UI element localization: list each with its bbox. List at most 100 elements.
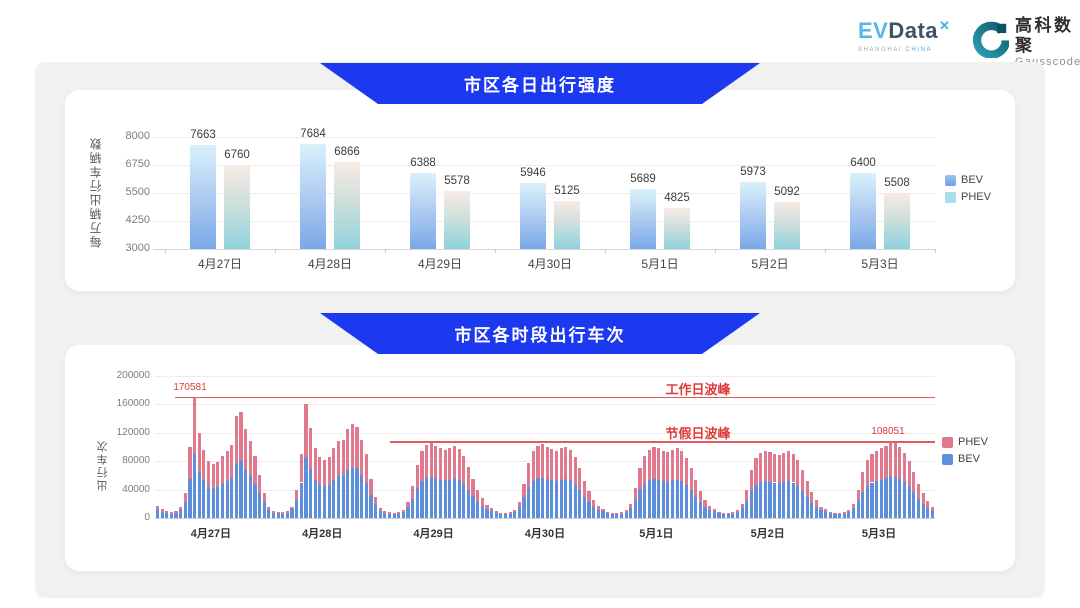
grid-line [155, 432, 935, 434]
phev-segment [916, 483, 921, 499]
phev-segment [777, 454, 781, 484]
bev-segment [364, 483, 368, 518]
phev-segment [624, 510, 628, 513]
bev-segment [336, 476, 341, 518]
phev-segment [211, 464, 215, 489]
phev-segment [341, 439, 345, 476]
phev-segment [865, 459, 869, 487]
phev-segment [197, 432, 201, 472]
bev-segment [768, 481, 772, 518]
phev-segment [262, 493, 266, 503]
grid-line [153, 137, 935, 138]
y-tick-label: 120000 [116, 426, 150, 438]
phev-segment [889, 441, 893, 477]
gausscode-text: 高科数聚 Gausscode [1015, 16, 1080, 68]
bev-segment [480, 505, 484, 518]
bev-segment [285, 513, 289, 518]
bev-segment [652, 478, 656, 518]
bev-segment [759, 481, 763, 518]
legend-item-phev[interactable]: PHEV [942, 436, 988, 448]
phev-value-label: 6760 [224, 148, 250, 161]
phev-segment [373, 496, 378, 504]
bev-segment [322, 486, 327, 518]
bev-segment [615, 514, 619, 518]
bev-segment [517, 507, 521, 518]
bev-segment [684, 484, 689, 518]
phev-segment [304, 403, 308, 457]
phev-segment [318, 456, 322, 485]
phev-value-label: 5578 [444, 175, 470, 188]
legend-item-phev[interactable]: PHEV [945, 191, 991, 203]
bev-segment [819, 510, 823, 518]
phev-segment [740, 503, 744, 509]
legend-item-bev[interactable]: BEV [942, 453, 988, 465]
phev-segment [652, 447, 656, 479]
bev-segment [457, 480, 461, 518]
bev-segment [503, 514, 508, 518]
phev-segment [884, 445, 888, 479]
phev-segment [837, 513, 842, 515]
phev-segment [457, 449, 461, 481]
phev-segment [434, 445, 438, 479]
phev-segment [471, 478, 475, 496]
date-label: 4月30日 [524, 528, 566, 540]
bev-segment [299, 482, 303, 518]
phev-segment [179, 507, 183, 511]
phev-segment [824, 508, 828, 512]
phev-segment [870, 454, 874, 483]
bev-segment [392, 514, 396, 518]
holiday-peak-label: 节假日波峰 [665, 426, 731, 442]
evdata-wordmark: EVData✕ [858, 18, 950, 46]
grid-line [153, 249, 935, 250]
workday-peak-value: 170581 [173, 381, 207, 393]
bev-segment [889, 476, 893, 518]
daily-intensity-card: 每万辆出行车辆数 BEV PHEV 3000 4250 5500 6750 8000 76… [65, 90, 1015, 291]
bev-segment [290, 509, 294, 518]
bev-bar [300, 144, 326, 249]
phev-segment [791, 454, 795, 483]
phev-segment [800, 469, 805, 492]
phev-segment [926, 500, 930, 509]
bev-segment [592, 506, 596, 518]
phev-bar [774, 202, 800, 249]
phev-segment [545, 447, 549, 479]
phev-segment [522, 483, 526, 498]
phev-segment [369, 478, 373, 495]
phev-segment [230, 444, 234, 478]
bev-segment [253, 483, 257, 518]
hourly-chart-title-banner: 市区各时段出行车次 [320, 313, 760, 354]
phev-segment [503, 513, 508, 515]
bev-segment [369, 494, 373, 518]
bev-segment [824, 511, 828, 518]
phev-segment [355, 427, 359, 469]
bev-segment [327, 484, 331, 518]
phev-segment [244, 429, 248, 470]
bev-segment [271, 512, 276, 518]
phev-segment [378, 508, 382, 511]
legend-label-phev: PHEV [958, 436, 988, 448]
phev-segment [206, 461, 211, 487]
phev-segment [276, 511, 280, 514]
grid-line [155, 376, 935, 377]
phev-segment [420, 450, 424, 482]
bev-segment [712, 511, 716, 518]
bev-segment [211, 488, 215, 518]
bev-segment [898, 478, 902, 518]
bev-segment [879, 479, 883, 518]
legend-label-bev: BEV [958, 453, 981, 465]
bev-segment [383, 512, 387, 518]
date-label: 4月29日 [417, 257, 463, 271]
bev-segment [155, 509, 160, 518]
bev-segment [833, 514, 837, 518]
phev-bar [884, 192, 910, 249]
bev-segment [851, 508, 856, 518]
bev-segment [494, 513, 498, 518]
legend-item-bev[interactable]: BEV [945, 174, 991, 186]
phev-bar [224, 164, 250, 249]
phev-segment [587, 491, 591, 503]
date-label: 4月29日 [413, 528, 454, 540]
daily-legend: BEV PHEV [945, 174, 991, 208]
bev-segment [513, 512, 517, 518]
bev-segment [281, 513, 285, 518]
bev-segment [703, 506, 707, 518]
